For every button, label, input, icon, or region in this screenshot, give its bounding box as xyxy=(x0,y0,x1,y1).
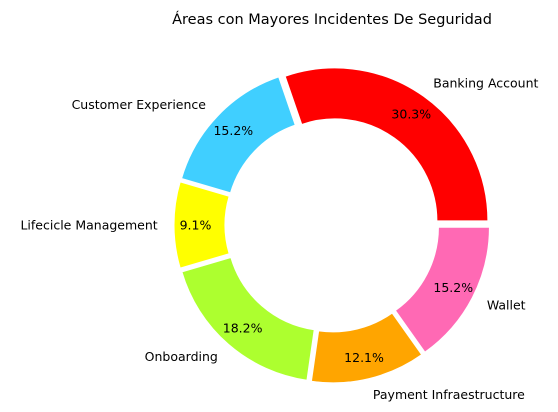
slice-group xyxy=(173,67,490,384)
slice-category-label: Onboarding xyxy=(145,349,218,364)
label-group: 30.3%Banking Account 15.2% Customer Experi… xyxy=(20,76,538,402)
slice-percent-label: 9.1% xyxy=(180,218,212,233)
donut-slice xyxy=(394,226,490,353)
donut-slice xyxy=(310,312,423,384)
donut-slice xyxy=(173,181,230,269)
slice-percent-label: 15.2% xyxy=(213,123,253,138)
slice-category-label: Customer Experience xyxy=(72,97,207,112)
slice-percent-label: 15.2% xyxy=(433,280,473,295)
donut-slice xyxy=(181,256,315,381)
donut-slice xyxy=(284,67,489,222)
slice-category-label: Payment Infraestructure xyxy=(373,387,525,402)
chart-title: Áreas con Mayores Incidentes De Segurida… xyxy=(172,11,492,28)
slice-percent-label: 30.3% xyxy=(391,106,431,121)
donut-slice xyxy=(180,76,296,194)
slice-percent-label: 12.1% xyxy=(344,350,384,365)
slice-category-label: Banking Account xyxy=(433,76,538,91)
slice-category-label: Lifecicle Management xyxy=(20,218,157,233)
slice-category-label: Wallet xyxy=(487,298,526,313)
slice-percent-label: 18.2% xyxy=(223,321,263,336)
